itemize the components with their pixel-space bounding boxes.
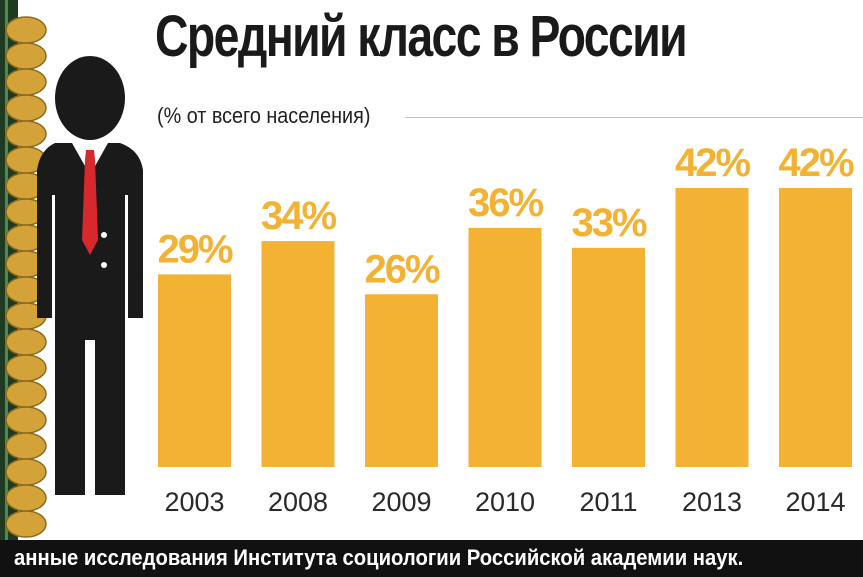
coin-icon	[5, 354, 47, 382]
x-tick-label: 2009	[371, 487, 431, 517]
coin-icon	[5, 406, 47, 434]
source-footer: анные исследования Института социологии …	[0, 540, 863, 577]
coin-icon	[5, 458, 47, 486]
coin-stack-icon	[5, 16, 47, 538]
chart-subtitle: (% от всего населения)	[157, 103, 371, 128]
bar-value-label: 33%	[571, 201, 646, 245]
x-tick-label: 2011	[579, 487, 637, 517]
bar-2003	[158, 274, 231, 467]
source-text: анные исследования Института социологии …	[14, 545, 744, 570]
x-tick-label: 2003	[164, 487, 224, 517]
bar-2013	[675, 188, 749, 467]
bar-value-label: 42%	[675, 141, 750, 185]
bar-2010	[468, 227, 542, 467]
x-tick-label: 2013	[682, 487, 742, 517]
bar-2014	[779, 188, 852, 467]
businessman-figure-icon	[37, 56, 143, 495]
bar-value-label: 34%	[261, 194, 336, 238]
coin-icon	[5, 510, 47, 538]
coin-icon	[5, 16, 47, 44]
x-tick-label: 2014	[785, 487, 845, 517]
bar-value-label: 36%	[468, 181, 543, 225]
coin-icon	[5, 120, 47, 148]
bar-2008	[261, 241, 335, 467]
page-title: Средний класс в России	[155, 4, 688, 69]
bar-value-label: 26%	[364, 247, 439, 291]
coin-icon	[5, 432, 47, 460]
x-tick-label: 2008	[268, 487, 328, 517]
coin-icon	[5, 68, 47, 96]
bars: 29% 2003 34% 2008 26% 2009 36% 2010 33% 2011 42% 20…	[157, 141, 855, 517]
bar-2011	[572, 247, 645, 467]
bar-2009	[365, 294, 438, 467]
coin-icon	[5, 94, 47, 122]
x-tick-label: 2010	[475, 487, 535, 517]
coin-icon	[5, 42, 47, 70]
bar-value-label: 42%	[778, 141, 853, 185]
bar-value-label: 29%	[157, 227, 232, 271]
coin-icon	[5, 380, 47, 408]
subtitle-rule	[405, 117, 863, 118]
coin-icon	[5, 328, 47, 356]
coin-icon	[5, 484, 47, 512]
